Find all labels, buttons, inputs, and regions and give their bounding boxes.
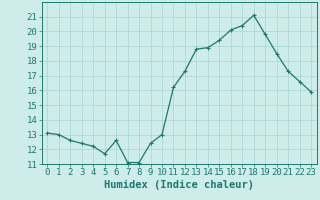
X-axis label: Humidex (Indice chaleur): Humidex (Indice chaleur) xyxy=(104,180,254,190)
